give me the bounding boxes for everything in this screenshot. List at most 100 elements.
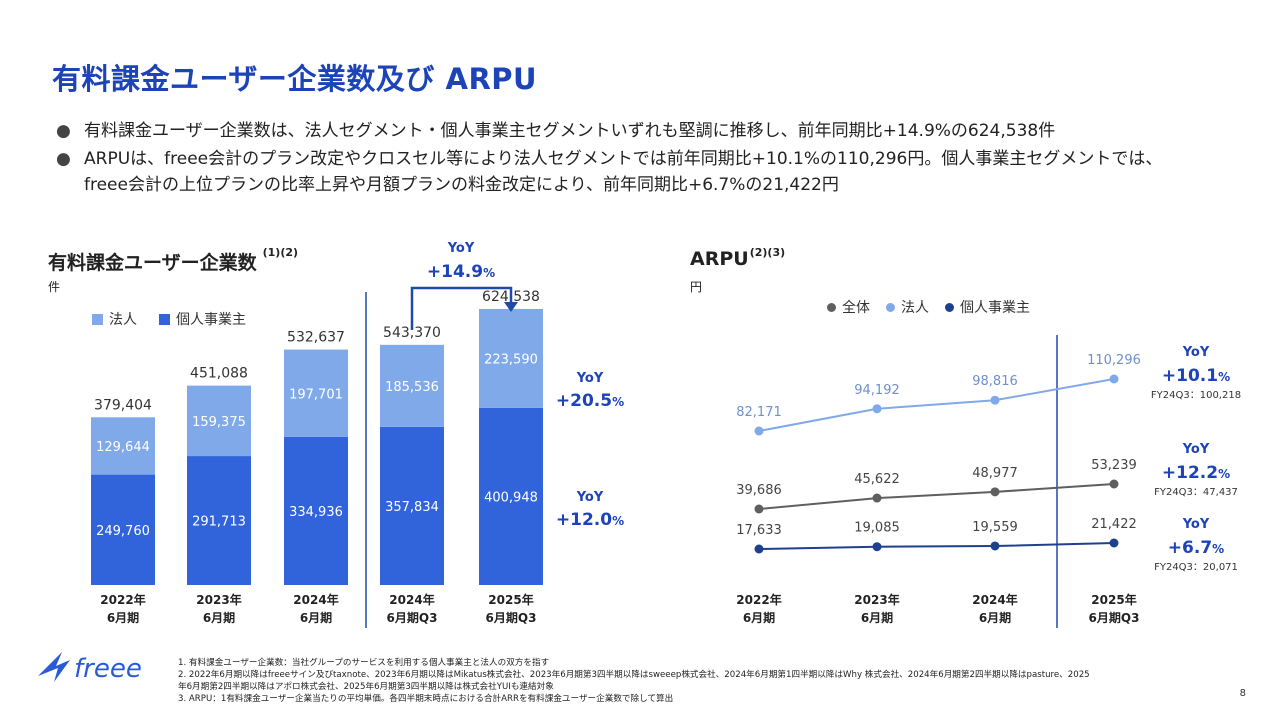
arpu-yoy-value: +12.2% — [1162, 463, 1230, 483]
bullet-2-text: ARPUは、freee会計のプラン改定やクロスセル等により法人セグメントでは前年… — [84, 149, 1163, 169]
data-label-corp: 94,192 — [854, 383, 900, 398]
bar-indiv — [91, 474, 155, 585]
bar-label-indiv: 334,936 — [289, 505, 343, 520]
point-corp — [1109, 374, 1119, 384]
legend-swatch-corp — [92, 313, 103, 325]
bar-indiv — [380, 426, 444, 585]
yoy-total-label: YoY — [447, 241, 475, 256]
data-label-indiv: 19,085 — [854, 521, 900, 536]
bar-indiv — [187, 456, 251, 585]
data-label-all: 45,622 — [854, 472, 900, 487]
x-tick-label: 6月期Q3 — [1089, 610, 1140, 625]
line-indiv — [758, 542, 1115, 550]
point-corp — [754, 426, 764, 436]
freee-logo: freee — [38, 652, 142, 684]
yoy-indiv-pct: % — [612, 514, 624, 528]
line-all — [758, 483, 1115, 510]
page-number: 8 — [1239, 688, 1246, 699]
arpu-yoy-label: YoY — [1182, 442, 1210, 457]
point-all — [990, 487, 1000, 497]
bar-corp — [479, 308, 543, 408]
x-tick-label: 2022年 — [100, 592, 145, 607]
bar-total-label: 379,404 — [94, 397, 152, 413]
x-tick-label: 6月期 — [979, 610, 1011, 625]
x-tick-label: 6月期 — [107, 610, 139, 625]
arpu-yoy-label: YoY — [1182, 345, 1210, 360]
bar-label-indiv: 291,713 — [192, 515, 246, 530]
bar-corp — [187, 385, 251, 457]
x-tick-label: 2024年 — [389, 592, 434, 607]
data-label-corp: 110,296 — [1087, 353, 1141, 368]
bar-label-corp: 197,701 — [289, 387, 343, 402]
bullet-2-cont-text: freee会計の上位プランの比率上昇や月額プランの料金改定により、前年同期比+6… — [84, 175, 839, 195]
data-label-indiv: 21,422 — [1091, 517, 1137, 532]
bar-label-indiv: 400,948 — [484, 490, 538, 505]
line-corp — [758, 378, 1115, 432]
arpu-yoy-pct: % — [1212, 542, 1224, 556]
legend-label-all: 全体 — [842, 300, 870, 316]
bar-label-corp: 159,375 — [192, 415, 246, 430]
bar-corp — [284, 349, 348, 437]
arpu-yoy-label: YoY — [1182, 517, 1210, 532]
arpu-chart-title: ARPU(2)(3) — [690, 246, 786, 270]
x-tick-label: 6月期 — [743, 610, 775, 625]
bullet-dot: ● — [56, 121, 71, 141]
users-chart-title: 有料課金ユーザー企業数 (1)(2) — [48, 246, 299, 274]
yoy-arrow-head — [504, 302, 518, 312]
yoy-indiv-label: YoY — [576, 490, 604, 505]
users-chart-note-ref: (1)(2) — [262, 246, 299, 259]
bullet-2: ● ARPUは、freee会計のプラン改定やクロスセル等により法人セグメントでは前… — [56, 144, 1162, 169]
data-label-indiv: 19,559 — [972, 520, 1018, 535]
arpu-yoy-value: +6.7% — [1168, 538, 1224, 558]
bullet-2-cont: freee会計の上位プランの比率上昇や月額プランの料金改定により、前年同期比+6… — [56, 170, 839, 195]
bird-icon — [38, 652, 70, 682]
x-tick-label: 6月期 — [300, 610, 332, 625]
arpu-chart-unit: 円 — [690, 280, 703, 294]
point-all — [754, 504, 764, 514]
yoy-arrow — [410, 286, 513, 330]
bar-label-corp: 185,536 — [385, 380, 439, 395]
bullet-dot: ● — [56, 149, 71, 169]
legend-label-arpu-indiv: 個人事業主 — [960, 300, 1030, 316]
legend-label-arpu-corp: 法人 — [901, 300, 929, 316]
bar-label-indiv: 357,834 — [385, 500, 439, 515]
arpu-chart-legend: 全体 法人 個人事業主 — [827, 297, 1030, 317]
logo-wordmark: freee — [74, 654, 142, 684]
x-tick-label: 2025年 — [1091, 592, 1136, 607]
legend-dot-all — [827, 302, 836, 312]
yoy-corp-pct: % — [612, 395, 624, 409]
bar-corp — [91, 417, 155, 475]
yoy-indiv-value: +12.0% — [556, 510, 624, 530]
bar-label-corp: 223,590 — [484, 352, 538, 367]
data-label-corp: 98,816 — [972, 374, 1018, 389]
arpu-yoy-pct: % — [1218, 467, 1230, 481]
yoy-total-value: +14.9% — [427, 262, 495, 282]
users-chart-legend: 法人 個人事業主 — [92, 309, 246, 329]
yoy-corp-value: +20.5% — [556, 391, 624, 411]
bar-indiv — [284, 436, 348, 585]
arpu-yoy-pct: % — [1218, 370, 1230, 384]
point-corp — [990, 395, 1000, 405]
point-all — [872, 493, 882, 503]
bar-total-label: 543,370 — [383, 325, 441, 341]
x-tick-label: 6月期Q3 — [387, 610, 438, 625]
x-tick-label: 2022年 — [736, 592, 781, 607]
bullet-1: ● 有料課金ユーザー企業数は、法人セグメント・個人事業主セグメントいずれも堅調に推… — [56, 116, 1055, 141]
point-indiv — [990, 541, 1000, 551]
footnote-3: 3. ARPU：1有料課金ユーザー企業当たりの平均単価。各四半期末時点における合… — [178, 694, 674, 704]
yoy-corp-label: YoY — [576, 371, 604, 386]
point-indiv — [754, 544, 764, 554]
footnote-2: 2. 2022年6月期以降はfreeeサイン及びtaxnote、2023年6月期… — [178, 670, 1090, 680]
bullet-1-text: 有料課金ユーザー企業数は、法人セグメント・個人事業主セグメントいずれも堅調に推移… — [84, 121, 1056, 141]
arpu-yoy-ref: FY24Q3：20,071 — [1154, 562, 1238, 573]
bar-total-label: 532,637 — [287, 330, 345, 346]
data-label-all: 39,686 — [736, 483, 782, 498]
arpu-yoy-ref: FY24Q3：100,218 — [1151, 390, 1241, 401]
bar-label-corp: 129,644 — [96, 440, 150, 455]
point-indiv — [872, 542, 882, 552]
legend-swatch-indiv — [159, 313, 170, 325]
page-title: 有料課金ユーザー企業数及び ARPU — [52, 62, 538, 96]
x-tick-label: 6月期 — [861, 610, 893, 625]
arpu-chart-note-ref: (2)(3) — [749, 246, 786, 259]
